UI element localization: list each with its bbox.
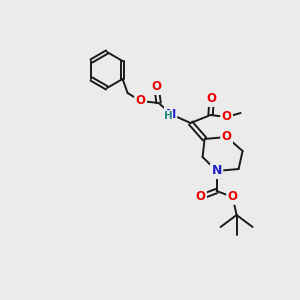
- Text: O: O: [207, 92, 217, 106]
- Text: O: O: [136, 94, 146, 107]
- Text: O: O: [196, 190, 206, 203]
- Text: N: N: [165, 107, 176, 121]
- Text: O: O: [228, 190, 238, 203]
- Text: N: N: [212, 164, 222, 178]
- Text: O: O: [222, 110, 232, 124]
- Text: O: O: [152, 80, 162, 94]
- Text: O: O: [222, 130, 232, 143]
- Text: H: H: [164, 111, 172, 121]
